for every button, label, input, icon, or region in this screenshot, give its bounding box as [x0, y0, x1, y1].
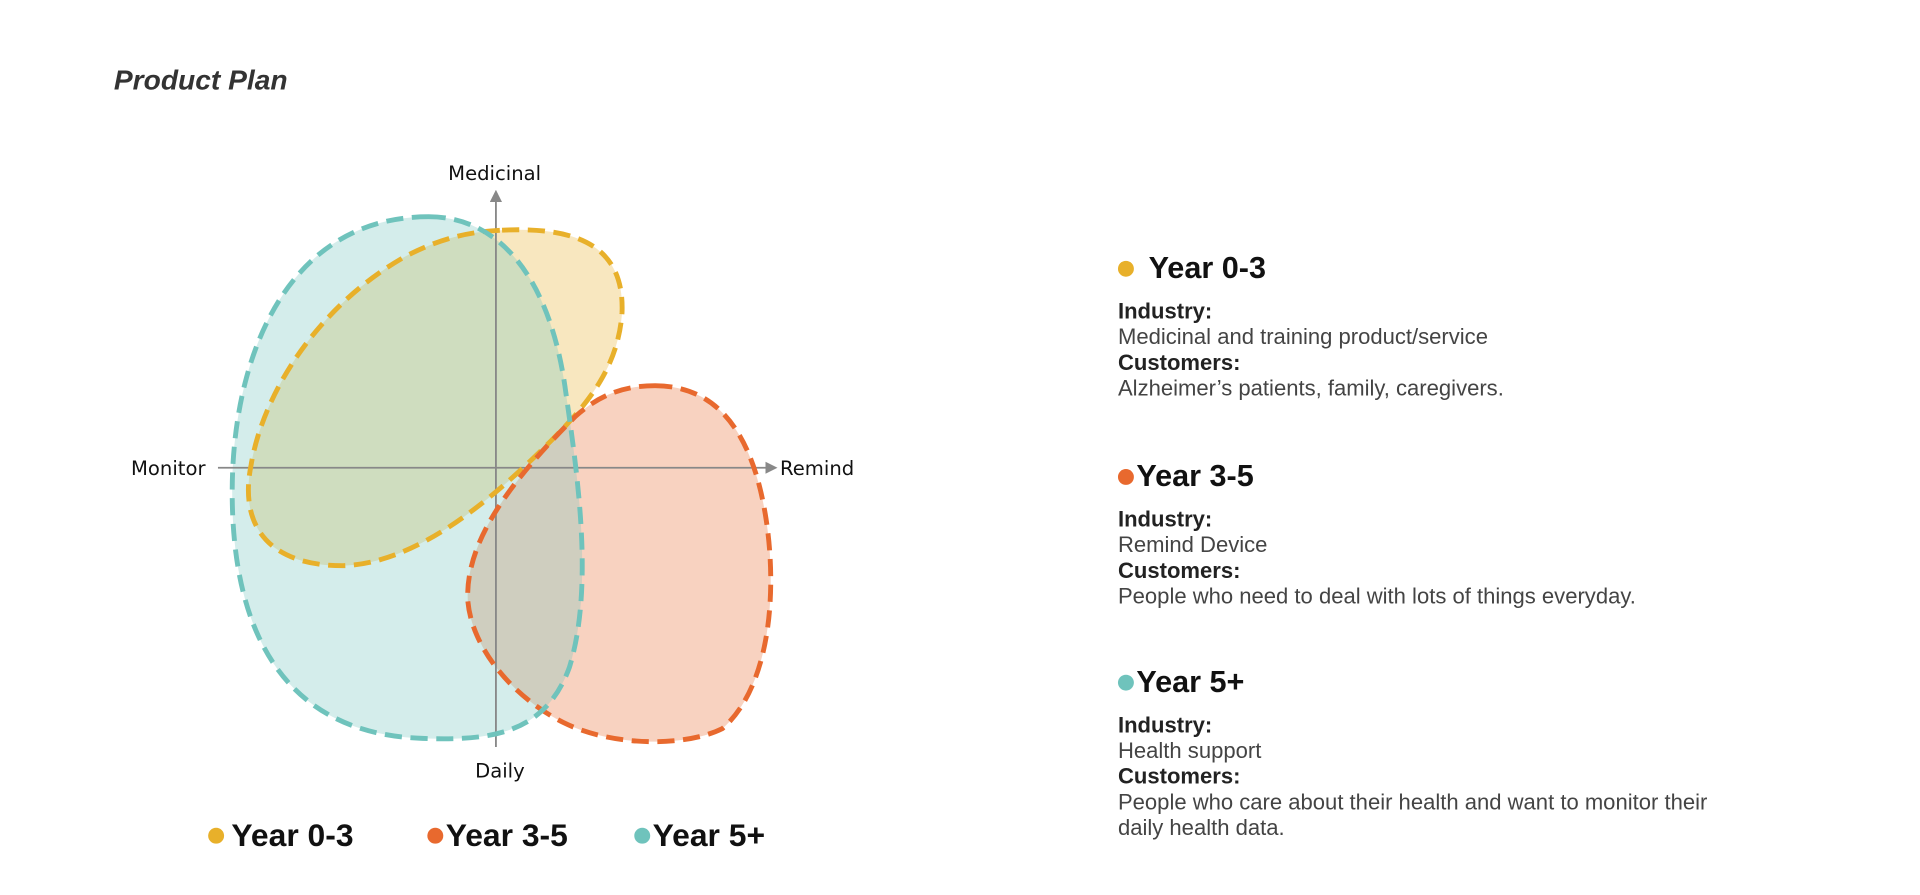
- blob-outline: [465, 383, 774, 745]
- legend-item: Year 0-3: [208, 816, 354, 855]
- blob-outline: [245, 227, 625, 569]
- detail-block: Year 0-3 Industry: Medicinal and trainin…: [1117, 251, 1730, 402]
- detail-block: Year 3-5 Industry: Remind Device Custome…: [1117, 459, 1730, 610]
- blob-fill: [232, 216, 583, 739]
- field-text: People who need to deal with lots of thi…: [1117, 584, 1636, 609]
- field-label: Customers:: [1117, 764, 1241, 789]
- legend-label: Year 3-5: [445, 816, 568, 854]
- field-text: Alzheimer’s patients, family, caregivers…: [1117, 375, 1504, 401]
- detail-heading: Year 5+: [1117, 664, 1730, 701]
- detail-title: Year 0-3: [1148, 251, 1267, 286]
- detail-dot: [1117, 468, 1134, 485]
- axis-label: Monitor: [131, 456, 206, 481]
- axis-label: Medicinal: [448, 161, 542, 185]
- legend-item: Year 3-5: [427, 817, 568, 855]
- field-text: Medicinal and training product/service: [1117, 324, 1488, 349]
- title: Product Plan: [113, 63, 288, 96]
- detail-block: Year 5+ Industry: Health support Custome…: [1117, 664, 1730, 841]
- legend-label: Year 0-3: [231, 816, 354, 854]
- detail-title: Year 5+: [1136, 664, 1245, 700]
- field-label: Industry:: [1117, 712, 1213, 738]
- blob-fill: [248, 229, 623, 566]
- legend-dot: [634, 827, 651, 844]
- field-label: Customers:: [1117, 558, 1241, 583]
- field-label: Industry:: [1117, 506, 1213, 532]
- field-text: Health support: [1117, 738, 1262, 763]
- legend-label: Year 5+: [652, 816, 766, 854]
- field-text: Remind Device: [1117, 532, 1268, 558]
- legend-dot: [208, 827, 225, 844]
- field-label: Industry:: [1117, 298, 1213, 324]
- detail-heading: Year 0-3: [1117, 251, 1730, 287]
- axis-label: Remind: [780, 456, 855, 481]
- axis-label: Daily: [475, 759, 525, 783]
- detail-dot: [1117, 260, 1134, 277]
- detail-dot: [1117, 674, 1134, 691]
- detail-title: Year 3-5: [1136, 459, 1254, 494]
- field-text: People who care about their health and w…: [1117, 789, 1708, 841]
- legend-dot: [427, 827, 444, 844]
- field-label: Customers:: [1117, 350, 1241, 375]
- blob-fill: [467, 385, 771, 742]
- legend-item: Year 5+: [634, 817, 765, 855]
- blob-outline: [229, 214, 585, 742]
- detail-heading: Year 3-5: [1117, 459, 1730, 495]
